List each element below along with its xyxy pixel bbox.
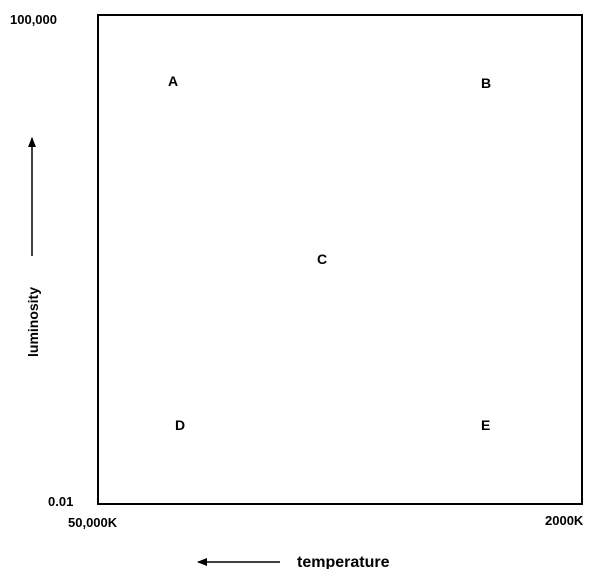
point-label-d: D bbox=[175, 417, 185, 433]
x-axis-label: temperature bbox=[297, 554, 390, 569]
point-label-b: B bbox=[481, 75, 491, 91]
x-axis-right-tick: 2000K bbox=[545, 513, 584, 528]
x-axis-left-tick: 50,000K bbox=[68, 515, 118, 530]
point-label-e: E bbox=[481, 417, 490, 433]
point-label-a: A bbox=[168, 73, 178, 89]
y-axis-bottom-tick: 0.01 bbox=[48, 494, 73, 509]
y-axis-top-tick: 100,000 bbox=[10, 12, 57, 27]
plot-frame bbox=[97, 14, 583, 505]
y-axis-label: luminosity bbox=[25, 287, 41, 357]
point-label-c: C bbox=[317, 251, 327, 267]
